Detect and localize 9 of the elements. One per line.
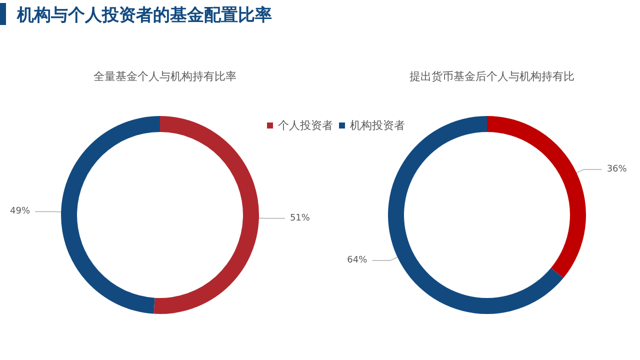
- chart-title: 提出货币基金后个人与机构持有比: [410, 70, 574, 83]
- chart-title: 机构与个人投资者的基金配置比率: [16, 6, 272, 26]
- data-label: 51%: [290, 213, 310, 224]
- data-label: 36%: [606, 164, 628, 174]
- legend-label: 机构投资者: [350, 119, 405, 132]
- legend-label: 个人投资者: [278, 119, 333, 132]
- data-label: 49%: [10, 206, 30, 217]
- chart-subtitle: 全量基金个人与机构持有比率: [94, 70, 236, 83]
- data-label: 64%: [347, 256, 368, 266]
